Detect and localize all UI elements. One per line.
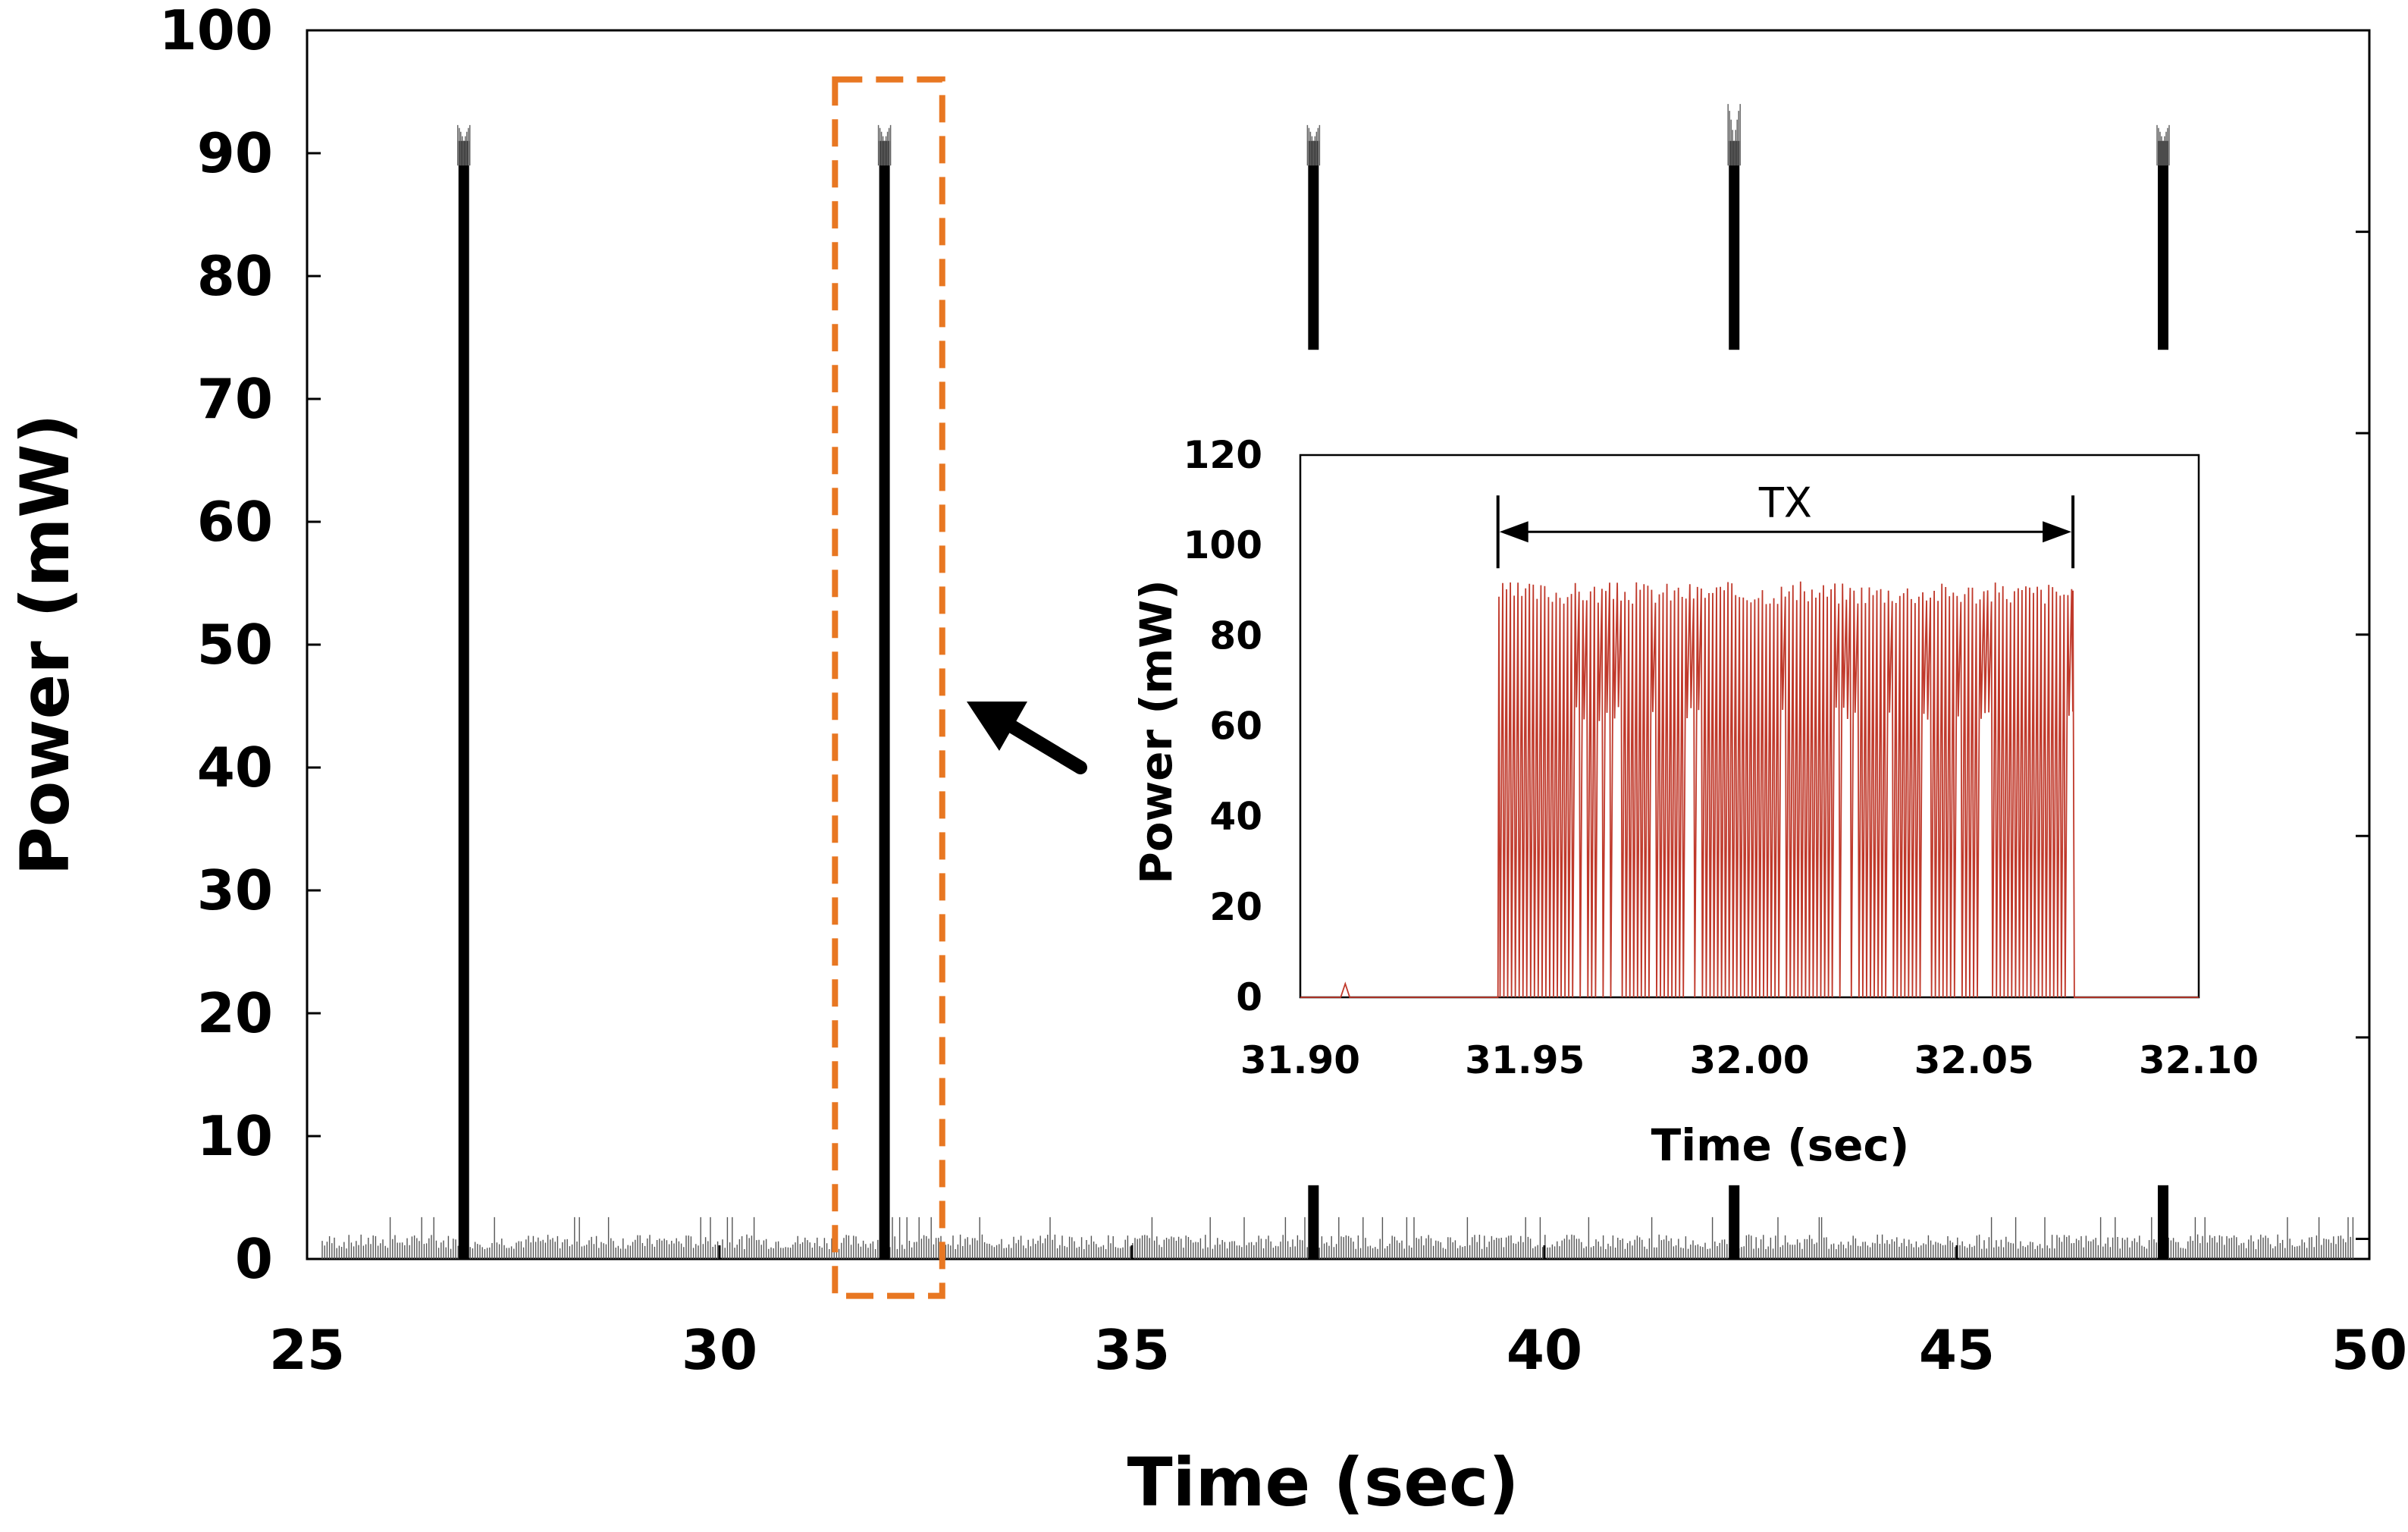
burst-peak-spikes <box>2156 124 2170 166</box>
inset-x-tick-label: 32.10 <box>2139 1038 2259 1082</box>
burst-low-segment <box>2158 1185 2168 1259</box>
main-y-tick-label: 80 <box>197 244 273 308</box>
main-x-tick-label: 40 <box>1507 1318 1582 1382</box>
inset-y-tick-label: 80 <box>1209 614 1262 658</box>
burst-series <box>456 104 2170 1259</box>
inset-y-tick-label: 20 <box>1209 885 1262 929</box>
inset-y-tick-label: 100 <box>1184 523 1262 567</box>
main-y-axis-label: Power (mW) <box>6 413 84 875</box>
burst-high-segment <box>1308 140 1319 350</box>
inset-y-ticks: 0 20 40 60 80 100 120 <box>1184 433 1262 1019</box>
burst-peak-spikes <box>456 124 471 166</box>
inset-y-tick-label: 120 <box>1184 433 1262 477</box>
inset-y-tick-label: 0 <box>1236 975 1262 1019</box>
main-x-ticks: 25 30 35 40 45 50 <box>269 1245 2407 1382</box>
main-y-tick-label: 10 <box>197 1104 273 1168</box>
inset-y-tick-label: 40 <box>1209 795 1262 839</box>
burst-bar <box>879 140 890 1259</box>
burst-low-segment <box>1729 1185 1740 1259</box>
inset-x-axis-label: Time (sec) <box>1651 1119 1910 1171</box>
burst-high-segment <box>2158 140 2168 350</box>
burst-peak-spikes <box>877 124 892 166</box>
inset-x-ticks: 31.90 31.95 32.00 32.05 32.10 <box>1240 1038 2259 1082</box>
main-y-tick-label: 30 <box>197 859 273 922</box>
inset-y-axis-label: Power (mW) <box>1130 579 1182 884</box>
inset-plot-frame <box>1299 454 2200 999</box>
inset-power-line <box>1300 581 2199 998</box>
burst-peak-spikes <box>1306 124 1321 166</box>
burst <box>1306 124 1321 1259</box>
burst-bar <box>458 140 469 1259</box>
burst <box>877 124 892 1259</box>
main-y-tick-label: 60 <box>197 490 273 554</box>
main-y-tick-label: 70 <box>197 367 273 431</box>
main-x-tick-label: 45 <box>1919 1318 1995 1382</box>
zoom-arrow <box>967 702 1087 774</box>
main-x-tick-label: 35 <box>1094 1318 1170 1382</box>
baseline-noise <box>321 1216 2354 1259</box>
main-x-tick-label: 25 <box>269 1318 345 1382</box>
tx-label: TX <box>1758 479 1812 526</box>
main-y-tick-label: 0 <box>235 1227 273 1291</box>
main-y-tick-label: 90 <box>197 121 273 185</box>
inset-x-tick-label: 31.90 <box>1240 1038 1360 1082</box>
inset-x-tick-label: 32.00 <box>1689 1038 1809 1082</box>
burst-low-segment <box>1308 1185 1319 1259</box>
highlight-box <box>832 76 945 1299</box>
main-y-tick-label: 50 <box>197 613 273 677</box>
inset-x-tick-label: 32.05 <box>1914 1038 2034 1082</box>
main-y-tick-label: 100 <box>159 0 273 62</box>
burst-high-segment <box>1729 140 1740 350</box>
main-x-tick-label: 30 <box>682 1318 757 1382</box>
main-y-tick-label: 20 <box>197 981 273 1045</box>
main-x-axis-label: Time (sec) <box>1127 1443 1519 1521</box>
main-x-tick-label: 50 <box>2331 1318 2407 1382</box>
inset-y-tick-label: 60 <box>1209 705 1262 749</box>
main-y-tick-label: 40 <box>197 736 273 799</box>
right-axis-ticks <box>2356 231 2369 1240</box>
burst-peak-spikes <box>1727 104 1741 166</box>
inset-x-tick-label: 31.95 <box>1465 1038 1585 1082</box>
burst <box>1727 104 1741 1259</box>
burst <box>2156 124 2170 1259</box>
noise-lines <box>321 1216 2354 1259</box>
burst <box>456 124 471 1259</box>
main-y-ticks: 0 10 20 30 40 50 60 70 80 90 100 <box>159 0 321 1291</box>
tx-annotation: TX <box>1496 479 2075 569</box>
